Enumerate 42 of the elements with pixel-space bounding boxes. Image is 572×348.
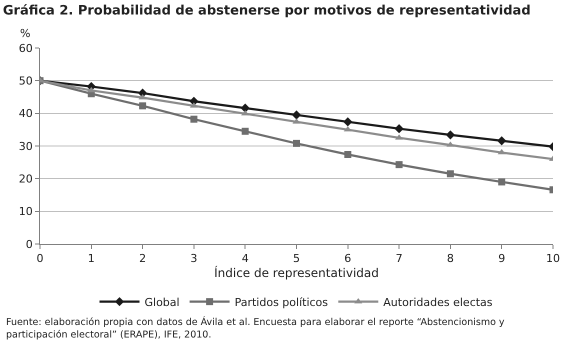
x-tick-label: 4 <box>242 252 249 266</box>
y-tick-label: 40 <box>18 107 33 120</box>
x-tick-label: 9 <box>498 252 506 266</box>
x-tick-label: 5 <box>293 252 300 266</box>
y-tick-label: 50 <box>18 74 33 88</box>
point <box>139 102 146 110</box>
legend-label: Global <box>144 296 180 309</box>
x-tick-label: 2 <box>139 252 146 266</box>
x-tick-label: 0 <box>36 252 44 266</box>
y-tick-label: 0 <box>26 238 33 251</box>
point <box>446 130 455 140</box>
x-axis-title: Índice de representatividad <box>214 265 379 280</box>
x-tick-label: 10 <box>546 252 560 266</box>
y-tick-label: 20 <box>18 172 33 186</box>
point <box>497 136 506 146</box>
point <box>498 178 506 186</box>
y-tick-label: 30 <box>18 140 33 153</box>
point <box>190 102 198 108</box>
point <box>395 134 404 140</box>
x-tick-label: 7 <box>396 252 403 266</box>
point <box>292 110 302 120</box>
point <box>446 170 454 178</box>
point <box>394 124 404 134</box>
x-tick-label: 3 <box>190 252 198 266</box>
source-note: Fuente: elaboración propia con datos de Ávila et al. Encuesta para elaborar el reporte “Abstencionismo y participación electoral” (ERAPE), IFE, 2010. <box>6 316 505 340</box>
y-tick-label: 10 <box>18 205 33 218</box>
x-tick-label: 8 <box>446 252 454 266</box>
point <box>242 128 249 135</box>
point <box>293 140 300 147</box>
point <box>343 117 352 126</box>
point <box>240 104 250 113</box>
legend-label: Autoridades electas <box>383 296 493 309</box>
point <box>344 150 352 158</box>
y-axis-title: % <box>20 27 30 40</box>
x-tick-label: 6 <box>344 252 352 266</box>
point <box>190 116 198 123</box>
point <box>396 161 403 168</box>
legend-label: Partidos políticos <box>234 296 328 309</box>
y-tick-label: 60 <box>18 42 33 55</box>
x-tick-label: 1 <box>88 252 95 266</box>
point <box>87 86 96 92</box>
chart-title: Gráfica 2. Probabilidad de abstenerse por motivos de representatividad <box>2 3 531 18</box>
